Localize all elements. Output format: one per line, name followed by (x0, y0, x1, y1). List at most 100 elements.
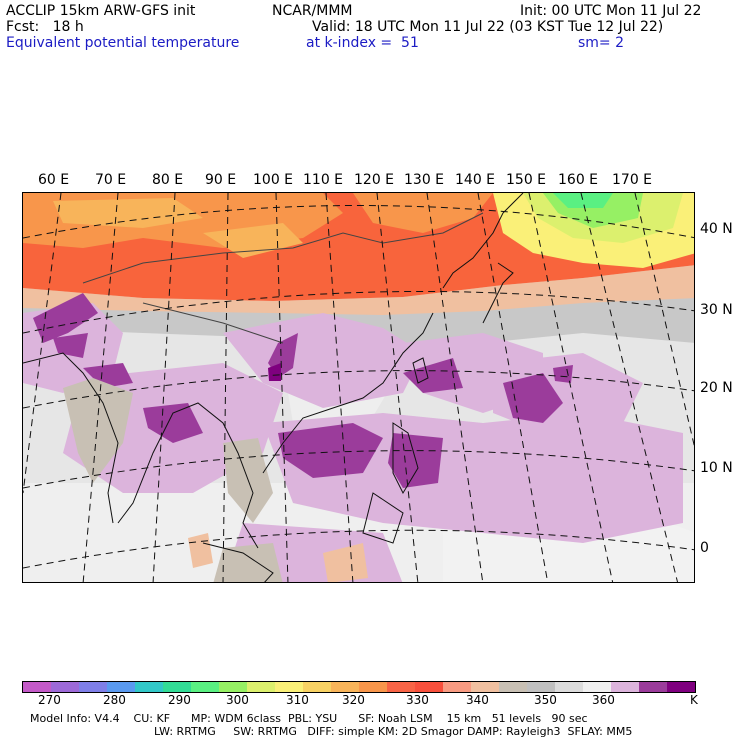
coastline (117, 402, 259, 549)
level-index: at k-index = 51 (306, 35, 419, 51)
lon-label: 70 E (95, 172, 127, 188)
grid-line (426, 193, 484, 582)
colorbar-cell (107, 682, 135, 692)
colorbar-label: 270 (38, 693, 61, 707)
model-title: ACCLIP 15km ARW-GFS init (6, 3, 196, 19)
lat-label: 30 N (700, 302, 733, 318)
theta-e-tan-patch (213, 543, 283, 582)
grid-line (376, 193, 419, 582)
country-border (142, 302, 284, 344)
theta-e-purple-patch (278, 423, 383, 478)
init-time: Init: 00 UTC Mon 11 Jul 22 (520, 3, 702, 19)
theta-e-purple-patch (53, 333, 88, 358)
colorbar-cell (247, 682, 275, 692)
lon-label: 80 E (152, 172, 184, 188)
theta-e-lavender-patch (223, 313, 423, 408)
field-name: Equivalent potential temperature (6, 35, 240, 51)
colorbar-cell (639, 682, 667, 692)
theta-e-orange-patch (353, 193, 493, 233)
colorbar-label: 290 (168, 693, 191, 707)
grid-line (23, 193, 62, 494)
colorbar-cell (163, 682, 191, 692)
grid-line (325, 193, 354, 582)
colorbar-unit: K (690, 693, 698, 707)
coastline (23, 352, 119, 524)
grid-line (23, 290, 694, 334)
coastline (362, 492, 404, 544)
model-info-line1: Model Info: V4.4 CU: KF MP: WDM 6class P… (30, 712, 588, 725)
colorbar-cell (499, 682, 527, 692)
coastline (482, 262, 514, 324)
theta-e-purple-patch (403, 358, 463, 393)
lon-label: 60 E (38, 172, 70, 188)
colorbar-cell (359, 682, 387, 692)
lon-label: 110 E (303, 172, 344, 188)
colorbar-cell (23, 682, 51, 692)
theta-e-light-orange-patch (53, 198, 203, 228)
lat-label: 40 N (700, 221, 733, 237)
colorbar-cell (275, 682, 303, 692)
theta-e-bright-green-patch (553, 193, 613, 208)
coastline (392, 422, 419, 495)
colorbar-label: 360 (592, 693, 615, 707)
colorbar-cell (611, 682, 639, 692)
lon-label: 120 E (354, 172, 395, 188)
valid-time: Valid: 18 UTC Mon 11 Jul 22 (03 KST Tue … (312, 19, 664, 35)
theta-e-purple-patch (33, 293, 98, 343)
colorbar-label: 320 (342, 693, 365, 707)
colorbar-label: 280 (103, 693, 126, 707)
colorbar-cell (219, 682, 247, 692)
lat-label: 0 (700, 540, 709, 556)
colorbar-cell (331, 682, 359, 692)
coastline (442, 193, 524, 289)
colorbar-cell (471, 682, 499, 692)
colorbar-cell (583, 682, 611, 692)
lat-label: 10 N (700, 460, 733, 476)
colorbar-cell (79, 682, 107, 692)
colorbar-cell (527, 682, 555, 692)
colorbar-cell (415, 682, 443, 692)
theta-e-dark-purple-patch (268, 363, 281, 381)
lon-label: 90 E (205, 172, 237, 188)
colorbar-cell (667, 682, 695, 692)
coastline (262, 312, 434, 474)
lon-label: 160 E (558, 172, 599, 188)
colorbar-label: 350 (534, 693, 557, 707)
theta-e-purple-patch (553, 365, 573, 383)
grid-line (23, 450, 694, 489)
coastline (412, 357, 429, 384)
lon-label: 100 E (253, 172, 294, 188)
colorbar-label: 330 (406, 693, 429, 707)
smoothing: sm= 2 (578, 35, 625, 51)
grid-line (222, 193, 229, 582)
theta-e-purple-patch (503, 373, 563, 423)
colorbar-cell (443, 682, 471, 692)
forecast-hour: Fcst: 18 h (6, 19, 84, 35)
lon-label: 150 E (506, 172, 547, 188)
grid-line (275, 193, 289, 582)
grid-line (23, 205, 694, 239)
theta-e-tan-band (23, 265, 694, 315)
colorbar-cell (387, 682, 415, 692)
grid-line (634, 193, 694, 447)
grid-line (23, 370, 694, 409)
grid-line (152, 193, 176, 582)
lon-label: 140 E (455, 172, 496, 188)
colorbar (22, 681, 696, 693)
theta-e-purple-patch (83, 363, 133, 388)
colorbar-cell (555, 682, 583, 692)
colorbar-cell (191, 682, 219, 692)
organization: NCAR/MMM (272, 3, 353, 19)
grid-line (477, 193, 549, 582)
lon-label: 130 E (404, 172, 445, 188)
lon-label: 170 E (612, 172, 653, 188)
colorbar-label: 300 (226, 693, 249, 707)
colorbar-cell (135, 682, 163, 692)
theta-e-peach-patch (323, 543, 368, 582)
coastline (202, 542, 274, 582)
theta-e-tan-patch (63, 378, 133, 483)
colorbar-label: 310 (286, 693, 309, 707)
colorbar-cell (303, 682, 331, 692)
grid-line (528, 193, 614, 582)
colorbar-label: 340 (466, 693, 489, 707)
